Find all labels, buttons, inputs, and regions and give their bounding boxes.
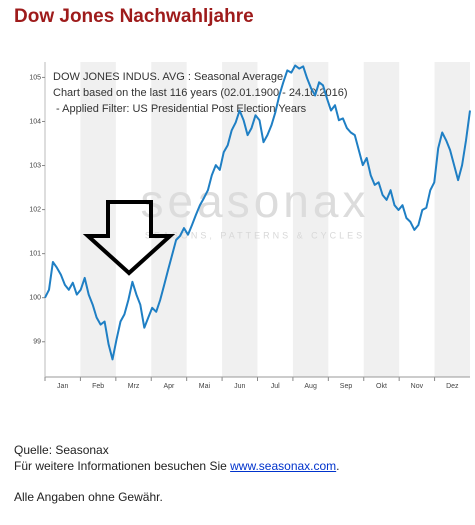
disclaimer: Alle Angaben ohne Gewähr. [14, 490, 163, 504]
month-band [434, 62, 470, 377]
x-tick-label: Nov [411, 383, 424, 390]
page-title: Dow Jones Nachwahljahre [14, 6, 254, 27]
x-tick-label: Feb [92, 383, 104, 390]
more-info-text: Für weitere Informationen besuchen Sie [14, 459, 231, 473]
y-tick-label: 99 [33, 339, 41, 346]
more-info-end: . [336, 459, 340, 473]
x-tick-label: Apr [164, 383, 176, 390]
month-band [222, 62, 258, 377]
source: Quelle: Seasonax [14, 443, 109, 457]
y-tick-label: 105 [29, 74, 41, 81]
x-tick-label: Jul [271, 383, 280, 390]
x-tick-label: Jan [57, 383, 68, 390]
watermark-tagline: SEASONS, PATTERNS & CYCLES [145, 230, 365, 240]
annotation: - Applied Filter: US Presidential Post E… [53, 103, 307, 115]
annotation: DOW JONES INDUS. AVG : Seasonal Average [53, 71, 283, 83]
month-band [363, 62, 400, 377]
x-tick-label: Jun [234, 383, 245, 390]
annotation: Chart based on the last 116 years (02.01… [53, 87, 348, 99]
y-tick-label: 102 [29, 206, 41, 213]
y-tick-label: 101 [29, 250, 41, 257]
watermark: seasonax [141, 175, 370, 227]
month-band [151, 62, 187, 377]
link[interactable]: www.seasonax.com [230, 459, 337, 473]
arrow [82, 200, 176, 276]
y-tick-label: 103 [29, 162, 41, 169]
more-info: Für weitere Informationen besuchen Sie w… [14, 459, 340, 473]
x-tick-label: Sep [340, 383, 353, 390]
x-tick-label: Aug [304, 383, 317, 390]
line-series [44, 64, 471, 361]
y-tick-label: 100 [29, 295, 41, 302]
x-tick-label: Mai [199, 383, 211, 390]
chart: seasonax SEASONS, PATTERNS & CYCLES Jan F… [29, 62, 471, 390]
arrow-shape [82, 200, 176, 276]
x-tick-label: Dez [446, 383, 459, 390]
x-tick-label: Mrz [128, 383, 140, 390]
y-tick-label: 104 [29, 118, 41, 125]
month-band [292, 62, 329, 377]
x-tick-label: Okt [376, 383, 387, 390]
